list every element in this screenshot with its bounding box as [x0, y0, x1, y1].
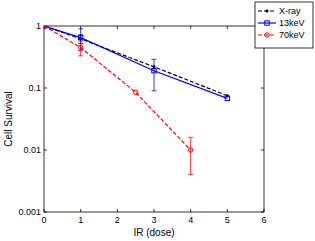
x-tick-label: 1 [78, 215, 83, 225]
x-tick-label: 5 [225, 215, 230, 225]
series-marker [188, 148, 192, 152]
error-bar [188, 137, 193, 174]
x-tick [190, 209, 191, 212]
series-marker [152, 69, 156, 73]
series-marker [133, 90, 137, 94]
x-tick-label: 6 [261, 215, 266, 225]
y-tick [261, 150, 264, 151]
series-marker [78, 35, 82, 39]
legend-line [258, 10, 276, 11]
x-axis-label: IR (dose) [133, 227, 174, 238]
legend-marker [265, 33, 269, 37]
legend-box [255, 2, 313, 48]
y-tick [44, 150, 47, 151]
plot-area [44, 26, 264, 212]
x-tick [227, 26, 228, 29]
series-marker [225, 96, 229, 100]
series-line [44, 26, 227, 96]
legend-marker [265, 21, 269, 25]
series-marker [44, 26, 46, 28]
legend-label: 13keV [279, 18, 305, 28]
y-tick [44, 88, 47, 89]
y-tick-label: 1 [36, 21, 41, 31]
plot-frame [44, 26, 264, 212]
chart: 0 1 2 3 4 5 6 0.001 0.01 0.1 1 IR (dose) Cell Surviv… [0, 0, 315, 241]
y-tick-label: 0.01 [23, 145, 41, 155]
error-bar [152, 59, 157, 91]
x-tick [154, 209, 155, 212]
series-line [44, 26, 227, 98]
y-tick-label: 0.1 [28, 83, 41, 93]
x-tick [227, 209, 228, 212]
legend-line [258, 22, 276, 23]
x-tick [190, 26, 191, 29]
x-tick-label: 2 [115, 215, 120, 225]
y-tick [261, 88, 264, 89]
x-tick-label: 0 [41, 215, 46, 225]
x-tick [154, 26, 155, 29]
plot-marks [44, 26, 230, 175]
x-tick [80, 209, 81, 212]
legend-label: X-ray [279, 6, 301, 16]
legend-label: 70keV [279, 30, 305, 40]
y-axis-label: Cell Survival [3, 91, 14, 147]
x-tick-label: 3 [151, 215, 156, 225]
series-line [44, 26, 191, 150]
legend: X-ray 13keV 70keV [255, 2, 313, 48]
legend-line [258, 34, 276, 35]
x-tick-label: 4 [188, 215, 193, 225]
error-bar [78, 41, 83, 56]
legend-marker [266, 10, 269, 13]
series-marker [78, 45, 82, 49]
x-tick [117, 209, 118, 212]
x-tick [117, 26, 118, 29]
y-tick-label: 0.001 [18, 207, 41, 217]
